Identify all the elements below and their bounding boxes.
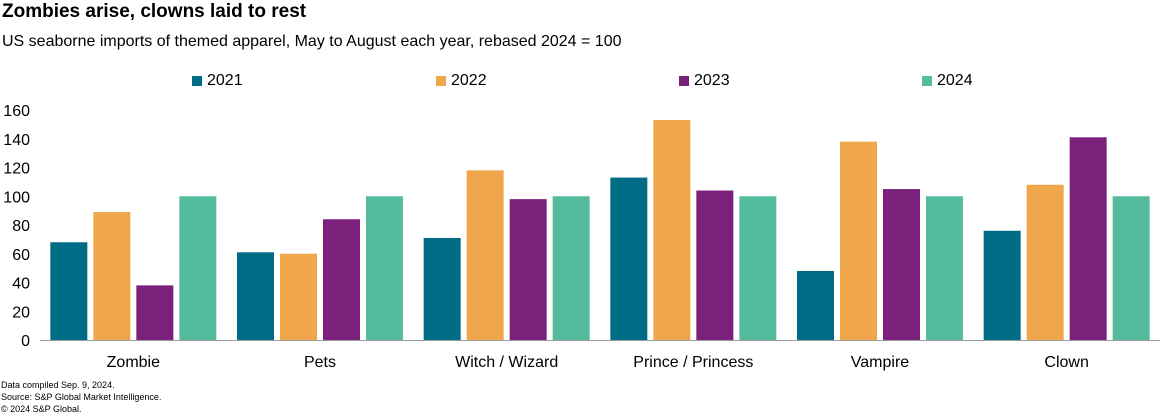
y-tick-label-140: 140 bbox=[3, 132, 30, 149]
bar-prince-princess-2024 bbox=[739, 196, 777, 340]
bar-witch-wizard-2021 bbox=[423, 237, 461, 340]
bar-pets-2022 bbox=[280, 253, 317, 340]
y-tick-label-80: 80 bbox=[12, 218, 30, 235]
legend-label-2024: 2024 bbox=[937, 72, 973, 89]
bar-pets-2021 bbox=[237, 252, 274, 340]
legend-swatch-2021 bbox=[192, 76, 202, 86]
legend-item-2024: 2024 bbox=[922, 72, 973, 90]
footer-date: Data compiled Sep. 9, 2024. bbox=[1, 380, 115, 390]
bar-prince-princess-2022 bbox=[653, 120, 691, 340]
x-tick-label-witch-wizard: Witch / Wizard bbox=[455, 354, 558, 371]
legend: 2021 2022 2023 2024 bbox=[0, 72, 1162, 92]
bar-prince-princess-2023 bbox=[696, 190, 734, 340]
footer-copyright: © 2024 S&P Global. bbox=[1, 404, 82, 414]
y-tick-label-100: 100 bbox=[3, 189, 30, 206]
legend-swatch-2024 bbox=[922, 76, 932, 86]
y-tick-label-0: 0 bbox=[21, 333, 30, 350]
x-tick-label-prince-princess: Prince / Princess bbox=[633, 354, 753, 371]
bar-witch-wizard-2022 bbox=[466, 170, 504, 340]
x-tick-label-zombie: Zombie bbox=[107, 354, 160, 371]
bar-vampire-2023 bbox=[883, 189, 920, 340]
bar-zombie-2024 bbox=[179, 196, 217, 340]
x-tick-label-clown: Clown bbox=[1044, 354, 1088, 371]
bar-witch-wizard-2023 bbox=[509, 199, 547, 340]
legend-swatch-2023 bbox=[679, 76, 689, 86]
footer-source: Source: S&P Global Market Intelligence. bbox=[1, 392, 162, 402]
bar-vampire-2022 bbox=[840, 141, 877, 340]
bar-vampire-2024 bbox=[926, 196, 963, 340]
bar-clown-2021 bbox=[983, 230, 1021, 340]
bar-prince-princess-2021 bbox=[610, 177, 648, 340]
legend-swatch-2022 bbox=[436, 76, 446, 86]
legend-label-2023: 2023 bbox=[694, 72, 730, 89]
bar-vampire-2021 bbox=[797, 271, 834, 340]
bar-witch-wizard-2024 bbox=[552, 196, 590, 340]
bar-pets-2024 bbox=[366, 196, 403, 340]
y-tick-label-20: 20 bbox=[12, 304, 30, 321]
y-tick-label-40: 40 bbox=[12, 276, 30, 293]
bar-clown-2023 bbox=[1069, 137, 1107, 340]
legend-label-2021: 2021 bbox=[207, 72, 243, 89]
legend-item-2023: 2023 bbox=[679, 72, 730, 90]
bar-clown-2024 bbox=[1112, 196, 1150, 340]
bar-clown-2022 bbox=[1026, 184, 1064, 340]
footer: Data compiled Sep. 9, 2024. Source: S&P … bbox=[1, 379, 161, 415]
y-tick-label-160: 160 bbox=[3, 103, 30, 120]
chart-title: Zombies arise, clowns laid to rest bbox=[2, 1, 307, 22]
legend-label-2022: 2022 bbox=[451, 72, 487, 89]
x-tick-label-pets: Pets bbox=[304, 354, 336, 371]
bar-pets-2023 bbox=[323, 219, 360, 340]
bar-zombie-2023 bbox=[136, 285, 174, 340]
x-tick-label-vampire: Vampire bbox=[851, 354, 909, 371]
y-tick-label-60: 60 bbox=[12, 247, 30, 264]
bar-zombie-2022 bbox=[93, 212, 131, 340]
y-tick-label-120: 120 bbox=[3, 161, 30, 178]
legend-item-2021: 2021 bbox=[192, 72, 243, 90]
legend-item-2022: 2022 bbox=[436, 72, 487, 90]
chart-subtitle: US seaborne imports of themed apparel, M… bbox=[2, 33, 622, 50]
bar-zombie-2021 bbox=[50, 242, 88, 340]
